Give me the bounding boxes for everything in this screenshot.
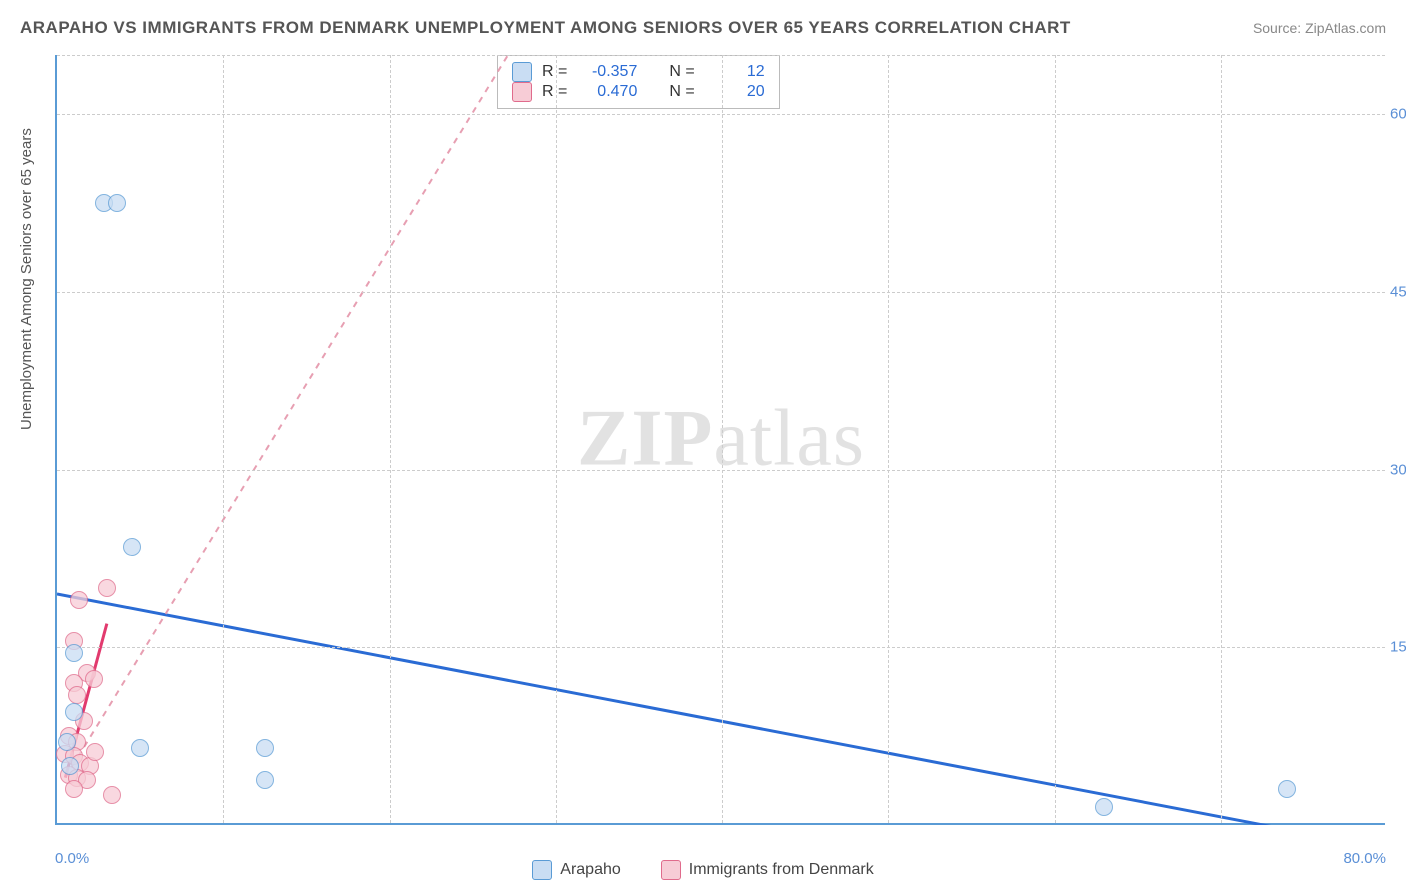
y-tick-label: 30.0% (1390, 461, 1406, 478)
title-bar: ARAPAHO VS IMMIGRANTS FROM DENMARK UNEMP… (20, 18, 1386, 38)
data-point (98, 579, 116, 597)
y-tick-label: 60.0% (1390, 106, 1406, 123)
data-point (1278, 780, 1296, 798)
stats-box: R = -0.357 N = 12 R = 0.470 N = 20 (497, 55, 780, 109)
legend-label: Arapaho (560, 861, 621, 879)
gridline-h (57, 114, 1385, 115)
stat-n-label: N = (669, 63, 694, 81)
gridline-v (1221, 55, 1222, 823)
legend-label: Immigrants from Denmark (689, 861, 874, 879)
data-point (65, 703, 83, 721)
legend-swatch (532, 860, 552, 880)
source-label: Source: ZipAtlas.com (1253, 20, 1386, 36)
stat-n-label: N = (669, 83, 694, 101)
stat-r-label: R = (542, 83, 567, 101)
gridline-v (722, 55, 723, 823)
gridline-h (57, 55, 1385, 56)
data-point (108, 194, 126, 212)
data-point (131, 739, 149, 757)
series-swatch (512, 62, 532, 82)
gridline-h (57, 647, 1385, 648)
data-point (85, 670, 103, 688)
stat-r-value: 0.470 (577, 83, 637, 101)
data-point (123, 538, 141, 556)
legend-item: Arapaho (532, 860, 621, 880)
data-point (86, 743, 104, 761)
x-tick-label: 80.0% (1343, 850, 1386, 867)
data-point (70, 591, 88, 609)
legend-swatch (661, 860, 681, 880)
plot-area: R = -0.357 N = 12 R = 0.470 N = 20 ZIPat… (55, 55, 1385, 825)
data-point (65, 780, 83, 798)
gridline-h (57, 470, 1385, 471)
gridline-v (223, 55, 224, 823)
y-tick-label: 15.0% (1390, 639, 1406, 656)
stat-n-value: 12 (705, 63, 765, 81)
chart-title: ARAPAHO VS IMMIGRANTS FROM DENMARK UNEMP… (20, 18, 1071, 38)
gridline-v (888, 55, 889, 823)
gridline-v (556, 55, 557, 823)
legend: Arapaho Immigrants from Denmark (0, 860, 1406, 880)
data-point (103, 786, 121, 804)
data-point (58, 733, 76, 751)
data-point (256, 739, 274, 757)
data-point (68, 686, 86, 704)
legend-item: Immigrants from Denmark (661, 860, 874, 880)
gridline-h (57, 292, 1385, 293)
stat-r-label: R = (542, 63, 567, 81)
y-axis-label: Unemployment Among Seniors over 65 years (18, 128, 35, 430)
gridline-v (390, 55, 391, 823)
data-point (256, 771, 274, 789)
data-point (65, 644, 83, 662)
data-point (1095, 798, 1113, 816)
data-point (61, 757, 79, 775)
stats-row: R = 0.470 N = 20 (512, 82, 765, 102)
series-swatch (512, 82, 532, 102)
gridline-v (1055, 55, 1056, 823)
watermark: ZIPatlas (577, 394, 865, 485)
stat-n-value: 20 (705, 83, 765, 101)
stat-r-value: -0.357 (577, 63, 637, 81)
y-tick-label: 45.0% (1390, 283, 1406, 300)
x-tick-label: 0.0% (55, 850, 89, 867)
stats-row: R = -0.357 N = 12 (512, 62, 765, 82)
